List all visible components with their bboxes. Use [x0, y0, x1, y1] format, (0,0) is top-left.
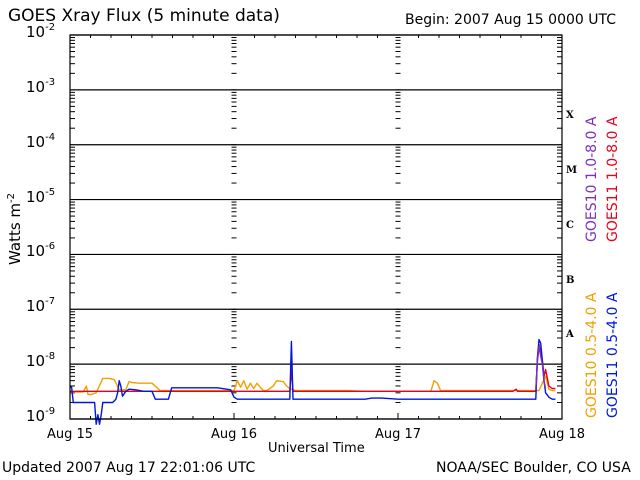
y-tick-label: 10-9 [26, 406, 56, 425]
plot-frame [69, 34, 563, 420]
updated-timestamp: Updated 2007 Aug 17 22:01:06 UTC [2, 460, 256, 476]
y-tick-label: 10-6 [26, 241, 56, 261]
y-tick-label: 10-2 [26, 22, 56, 41]
flare-class-label: C [566, 219, 574, 231]
credit-text: NOAA/SEC Boulder, CO USA [436, 460, 631, 476]
chart-title: GOES Xray Flux (5 minute data) [8, 6, 280, 26]
x-axis-label: Universal Time [268, 441, 365, 456]
x-tick-label: Aug 16 [210, 427, 258, 442]
legend-goes10-short: GOES10 0.5-4.0 A [584, 292, 600, 418]
series-goes10-1-0-8-0-a [535, 345, 547, 390]
x-tick-label: Aug 18 [538, 427, 586, 442]
y-tick-label: 10-7 [26, 296, 56, 316]
series-goes11-0-5-4-0-a [70, 338, 556, 425]
begin-time: Begin: 2007 Aug 15 0000 UTC [405, 12, 616, 28]
series-goes11-1-0-8-0-a [70, 343, 556, 392]
flare-class-label: X [566, 110, 574, 121]
y-tick-label: 10-5 [26, 186, 56, 206]
y-tick-label: 10-3 [26, 76, 56, 96]
flare-class-label: A [566, 329, 574, 341]
y-tick-label: 10-8 [26, 351, 56, 371]
y-axis-label: Watts m-2 [6, 192, 24, 265]
y-tick-label: 10-4 [26, 131, 56, 151]
legend-goes10-long: GOES10 1.0-8.0 A [584, 116, 600, 242]
legend-goes11-short: GOES11 0.5-4.0 A [605, 292, 621, 418]
x-tick-label: Aug 15 [46, 427, 94, 442]
flare-class-label: B [566, 274, 575, 286]
x-tick-label: Aug 17 [374, 427, 422, 442]
legend-goes11-long: GOES11 1.0-8.0 A [605, 116, 621, 242]
flare-class-label: M [566, 164, 578, 176]
